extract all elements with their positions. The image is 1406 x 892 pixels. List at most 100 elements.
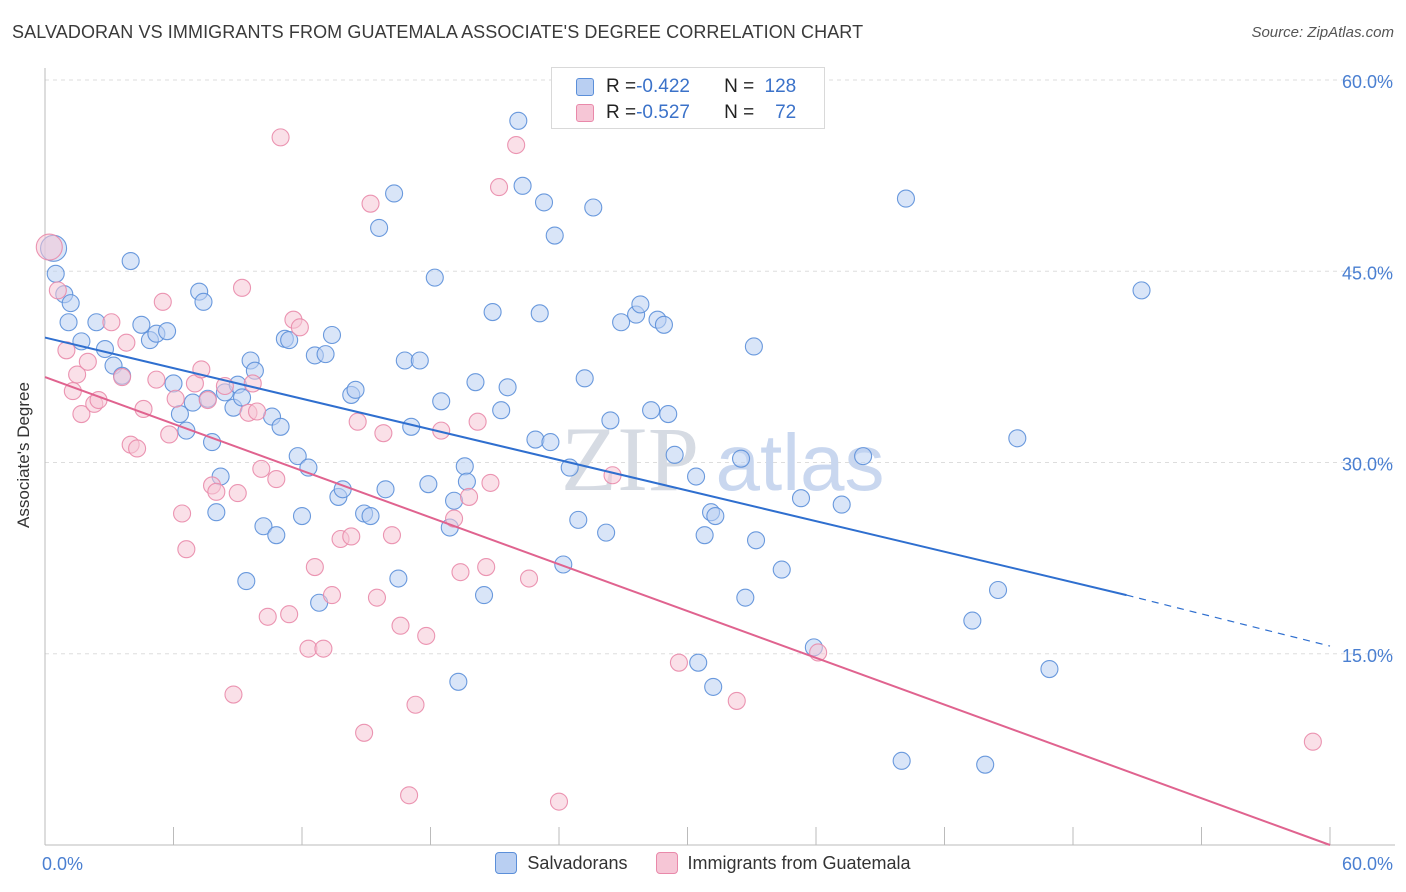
salvadoran-point bbox=[744, 337, 763, 356]
salvadoran-point bbox=[526, 430, 545, 449]
guatemala-point bbox=[451, 563, 470, 582]
salvadoran-point bbox=[194, 292, 213, 311]
salvadoran-point bbox=[665, 445, 684, 464]
legend-r-value: -0.422 bbox=[636, 76, 690, 97]
salvadoran-trend-line bbox=[44, 336, 1127, 597]
salvadoran-point bbox=[530, 304, 549, 323]
salvadoran-point bbox=[474, 586, 494, 605]
guatemala-point bbox=[507, 135, 526, 155]
guatemala-point bbox=[113, 368, 132, 387]
salvadoran-point bbox=[425, 268, 444, 287]
legend-n-label: N = bbox=[724, 102, 755, 123]
guatemala-point bbox=[117, 333, 136, 352]
salvadoran-point bbox=[854, 447, 873, 466]
source-credit: Source: ZipAtlas.com bbox=[1251, 24, 1394, 41]
salvadoran-point bbox=[687, 467, 706, 486]
legend-n-value: 128 bbox=[764, 76, 797, 97]
guatemala-point bbox=[128, 439, 147, 458]
guatemala-point bbox=[727, 691, 746, 710]
guatemala-point bbox=[267, 470, 286, 489]
guatemala-point bbox=[153, 292, 172, 311]
salvadoran-point bbox=[704, 677, 723, 696]
y-tick-label: 60.0% bbox=[1342, 72, 1393, 92]
salvadoran-point bbox=[791, 489, 811, 508]
salvadoran-point bbox=[432, 392, 451, 411]
salvadoran-point bbox=[746, 531, 766, 550]
salvadoran-point bbox=[361, 506, 380, 526]
salvadoran-point bbox=[976, 755, 995, 774]
salvadoran-point bbox=[772, 560, 791, 579]
legend-r-label: R = bbox=[606, 76, 637, 97]
guatemala-point bbox=[355, 723, 374, 742]
salvadoran-point bbox=[545, 226, 564, 245]
salvadoran-point bbox=[1132, 281, 1151, 300]
chart-title: SALVADORAN VS IMMIGRANTS FROM GUATEMALA … bbox=[12, 22, 864, 42]
guatemala-point bbox=[481, 473, 500, 492]
salvadoran-point bbox=[498, 378, 517, 397]
correlation-legend: R = -0.422 N = 128 R = -0.527 N = 72 bbox=[551, 67, 825, 129]
guatemala-point bbox=[224, 685, 243, 704]
legend-r-value: -0.527 bbox=[636, 102, 690, 123]
guatemala-point bbox=[48, 281, 67, 300]
salvadoran-point bbox=[892, 751, 911, 770]
salvadoran-point bbox=[254, 517, 273, 536]
guatemala-point bbox=[417, 626, 436, 645]
salvadoran-point bbox=[59, 313, 78, 332]
guatemala-point bbox=[247, 402, 267, 421]
salvadoran-point bbox=[689, 653, 708, 672]
trend-lines bbox=[44, 336, 1331, 846]
salvadoran-trend-extension bbox=[1126, 594, 1331, 647]
salvadoran-point bbox=[466, 373, 485, 392]
legend-swatch-pink bbox=[655, 852, 678, 874]
guatemala-point bbox=[35, 233, 63, 261]
salvadoran-point bbox=[1040, 659, 1059, 679]
guatemala-point bbox=[477, 557, 496, 577]
guatemala-point bbox=[207, 482, 226, 501]
salvadoran-point bbox=[457, 472, 476, 491]
salvadoran-point bbox=[483, 302, 502, 322]
salvadoran-point bbox=[642, 401, 661, 420]
salvadoran-point bbox=[584, 198, 603, 217]
guatemala-trend-line bbox=[44, 376, 1331, 846]
salvadoran-point bbox=[46, 264, 65, 283]
guatemala-point bbox=[374, 424, 393, 443]
guatemala-point bbox=[445, 509, 464, 528]
salvadoran-point bbox=[316, 345, 335, 364]
guatemala-point bbox=[177, 540, 196, 559]
salvadoran-point bbox=[631, 295, 650, 314]
y-tick-label: 15.0% bbox=[1342, 646, 1393, 666]
guatemala-point bbox=[603, 466, 622, 485]
guatemala-point bbox=[391, 616, 410, 635]
guatemala-point bbox=[406, 695, 425, 714]
legend-row-salvadorans: R = -0.422 N = 128 bbox=[576, 74, 796, 100]
salvadoran-point bbox=[237, 572, 256, 591]
legend-r-label: R = bbox=[606, 102, 637, 123]
guatemala-point bbox=[314, 639, 333, 658]
legend-n-value: 72 bbox=[775, 102, 797, 123]
salvadoran-point bbox=[158, 322, 177, 341]
salvadoran-point bbox=[203, 433, 222, 452]
guatemala-point bbox=[348, 412, 367, 431]
guatemala-point bbox=[290, 318, 309, 337]
legend-row-guatemala: R = -0.527 N = 72 bbox=[576, 100, 796, 126]
salvadoran-point bbox=[389, 569, 408, 588]
salvadoran-point bbox=[731, 449, 751, 468]
salvadoran-point bbox=[346, 380, 365, 399]
legend-label: Immigrants from Guatemala bbox=[687, 852, 911, 873]
salvadoran-point bbox=[61, 294, 80, 313]
salvadoran-point bbox=[736, 588, 755, 607]
salvadoran-point bbox=[232, 388, 252, 407]
salvadoran-point bbox=[575, 369, 594, 388]
salvadoran-point bbox=[601, 411, 620, 430]
salvadoran-point bbox=[121, 251, 140, 271]
salvadoran-point bbox=[492, 401, 511, 420]
legend-item-guatemala: Immigrants from Guatemala bbox=[655, 852, 911, 874]
guatemala-point bbox=[173, 504, 192, 523]
salvadoran-point bbox=[410, 351, 429, 370]
y-tick-label: 45.0% bbox=[1342, 263, 1393, 283]
salvadoran-point bbox=[322, 325, 342, 345]
salvadoran-point bbox=[896, 189, 916, 208]
guatemala-point bbox=[280, 605, 299, 624]
guatemala-point bbox=[669, 653, 688, 672]
x-tick-label: 60.0% bbox=[1342, 854, 1393, 874]
